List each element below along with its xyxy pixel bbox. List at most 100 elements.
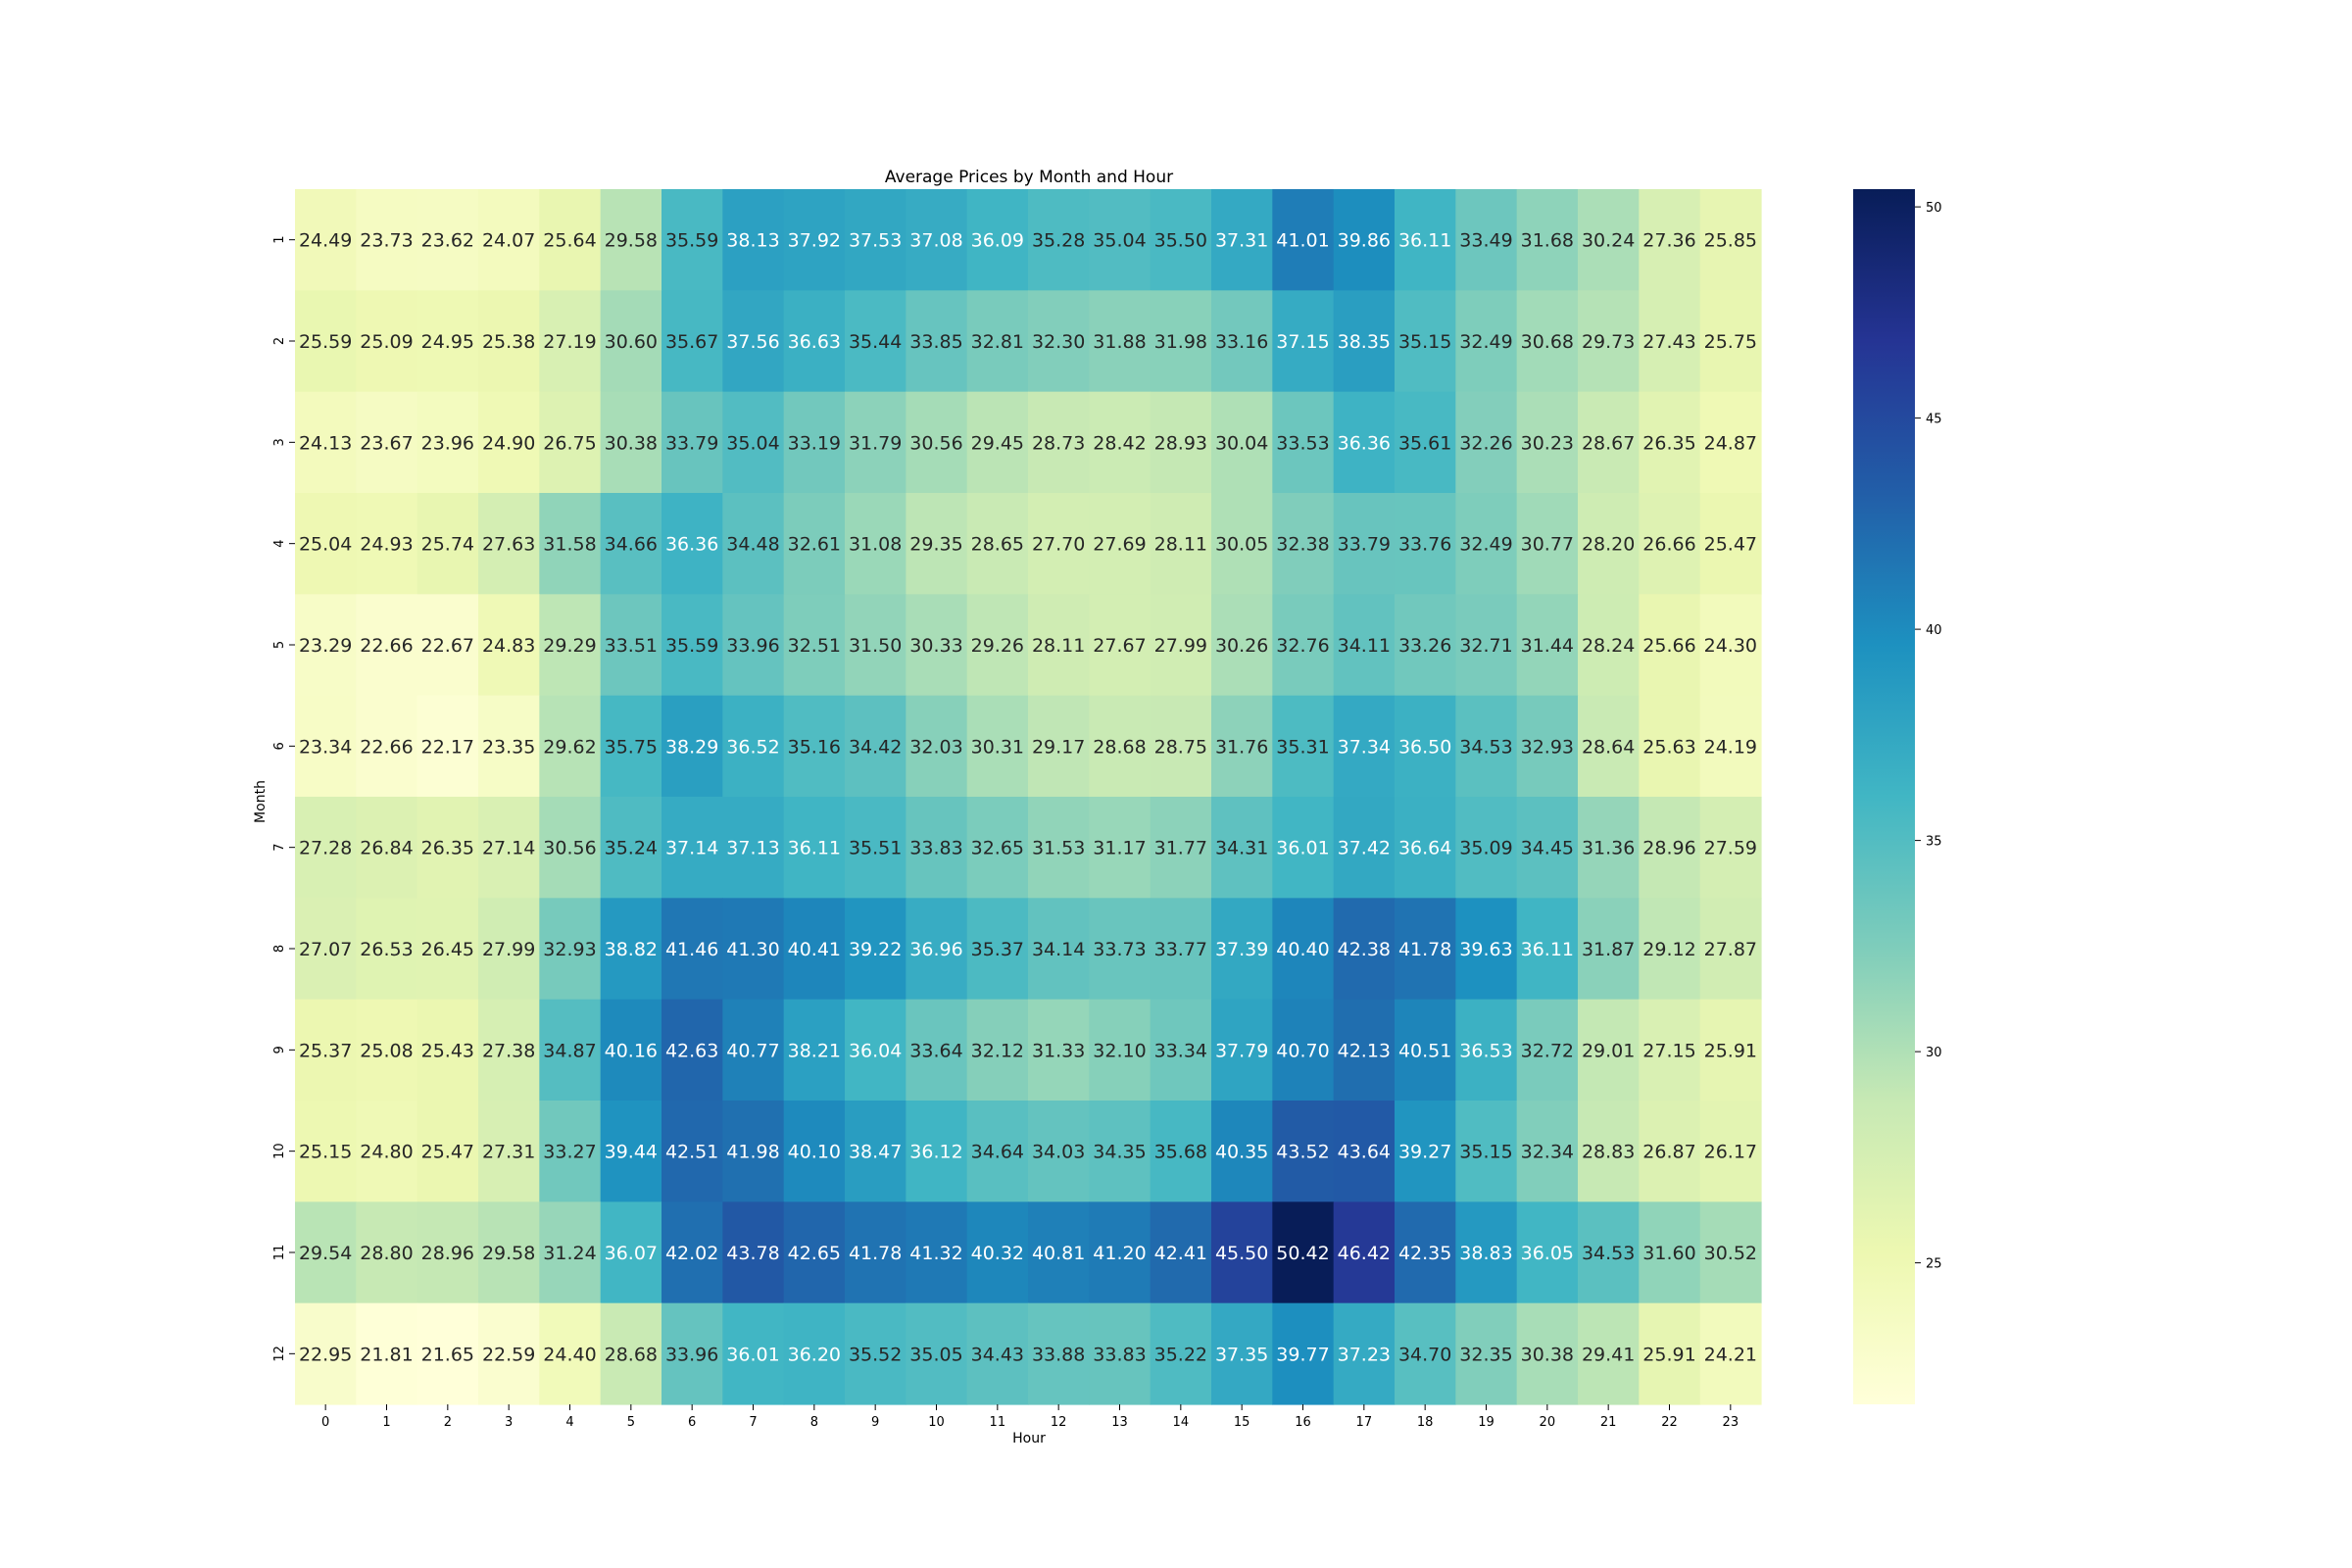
heatmap-cell [600,493,662,595]
cell-value-label: 29.26 [971,635,1024,657]
cell-value-label: 31.24 [543,1243,596,1264]
cell-value-label: 34.14 [1032,939,1085,960]
heatmap-cell [1699,1201,1762,1304]
cell-value-label: 35.31 [1276,736,1329,758]
x-tick-label: 6 [688,1415,696,1430]
heatmap-cell [1150,1201,1212,1304]
heatmap-cell [416,898,479,1001]
cell-value-label: 35.51 [849,838,902,859]
cell-value-label: 31.77 [1154,838,1207,859]
heatmap-cell [416,189,479,291]
cell-value-label: 24.87 [1704,432,1757,454]
heatmap-cell [539,189,602,291]
chart-title: Average Prices by Month and Hour [885,168,1173,187]
cell-value-label: 41.32 [909,1243,962,1264]
cell-value-label: 28.75 [1154,736,1207,758]
cell-value-label: 24.30 [1704,635,1757,657]
cell-value-label: 40.40 [1276,939,1329,960]
y-tick-label: 11 [272,1245,287,1261]
cell-value-label: 45.50 [1215,1243,1268,1264]
heatmap-cell [906,1101,968,1202]
heatmap-cell [1211,1302,1273,1405]
heatmap-cell [906,1201,968,1304]
heatmap-cell [478,594,540,697]
heatmap-cell [1516,493,1579,595]
x-tick-label: 7 [749,1415,757,1430]
heatmap-cell [1028,391,1090,494]
cell-value-label: 30.77 [1521,534,1574,556]
heatmap-cell [539,999,602,1102]
cell-value-label: 31.17 [1093,838,1146,859]
heatmap-cell [1455,1201,1518,1304]
cell-value-label: 34.11 [1338,635,1391,657]
cell-value-label: 37.79 [1215,1040,1268,1061]
cell-value-label: 33.34 [1154,1040,1207,1061]
cell-value-label: 25.85 [1704,230,1757,252]
cell-value-label: 29.73 [1582,331,1635,353]
heatmap-cell [1150,999,1212,1102]
cell-value-label: 37.14 [665,838,718,859]
heatmap-cell [783,1201,846,1304]
heatmap-cell [783,493,846,595]
x-tick-label: 12 [1051,1415,1067,1430]
cell-value-label: 33.88 [1032,1344,1085,1365]
heatmap-cell [1211,594,1273,697]
heatmap-cell [1578,999,1640,1102]
heatmap-cell [478,1101,540,1202]
cell-value-label: 40.41 [788,939,841,960]
heatmap-cell [1639,594,1701,697]
heatmap-cell [416,493,479,595]
cell-value-label: 22.59 [482,1344,535,1365]
cell-value-label: 24.07 [482,230,535,252]
cell-value-label: 28.68 [605,1344,658,1365]
cell-value-label: 37.31 [1215,230,1268,252]
x-tick-label: 23 [1723,1415,1740,1430]
x-tick-label: 20 [1540,1415,1556,1430]
cell-value-label: 34.48 [726,534,779,556]
heatmap-cell [1455,797,1518,899]
heatmap-cell [662,391,723,494]
cell-value-label: 28.11 [1154,534,1207,556]
cell-value-label: 26.17 [1704,1142,1757,1163]
cell-value-label: 41.30 [726,939,779,960]
cell-value-label: 32.03 [909,736,962,758]
cell-value-label: 42.63 [665,1040,718,1061]
cell-value-label: 38.82 [605,939,658,960]
heatmap-cell [1395,1201,1456,1304]
heatmap-cell [1150,1101,1212,1202]
cell-value-label: 30.26 [1215,635,1268,657]
cell-value-label: 34.66 [605,534,658,556]
heatmap-cell [662,1101,723,1202]
cell-value-label: 25.04 [299,534,352,556]
heatmap-cells: 24.49 23.73 23.62 24.07 25.64 29.58 35.59 38.13… [295,189,1762,1405]
heatmap-cell [966,1101,1029,1202]
cell-value-label: 24.95 [421,331,474,353]
cell-value-label: 25.43 [421,1040,474,1061]
cell-value-label: 34.70 [1398,1344,1451,1365]
heatmap-cell [1089,695,1152,798]
heatmap-cell [356,797,418,899]
cell-value-label: 26.87 [1642,1142,1695,1163]
heatmap-cell [356,189,418,291]
heatmap-cell [1333,189,1396,291]
heatmap-cell [1333,1302,1396,1405]
cell-value-label: 37.34 [1338,736,1391,758]
cell-value-label: 23.29 [299,635,352,657]
heatmap-cell [1211,999,1273,1102]
cell-value-label: 25.08 [360,1040,413,1061]
y-tick-label: 6 [272,742,287,750]
cell-value-label: 35.04 [726,432,779,454]
cell-value-label: 32.26 [1459,432,1512,454]
heatmap-cell [1639,391,1701,494]
cell-value-label: 33.83 [1093,1344,1146,1365]
heatmap-cell [662,493,723,595]
heatmap-cell [1639,999,1701,1102]
x-tick-label: 16 [1295,1415,1311,1430]
cell-value-label: 37.39 [1215,939,1268,960]
cell-value-label: 27.67 [1093,635,1146,657]
heatmap-cell [662,189,723,291]
heatmap-cell [966,493,1029,595]
cell-value-label: 31.60 [1642,1243,1695,1264]
cell-value-label: 31.79 [849,432,902,454]
heatmap-cell [1578,1201,1640,1304]
